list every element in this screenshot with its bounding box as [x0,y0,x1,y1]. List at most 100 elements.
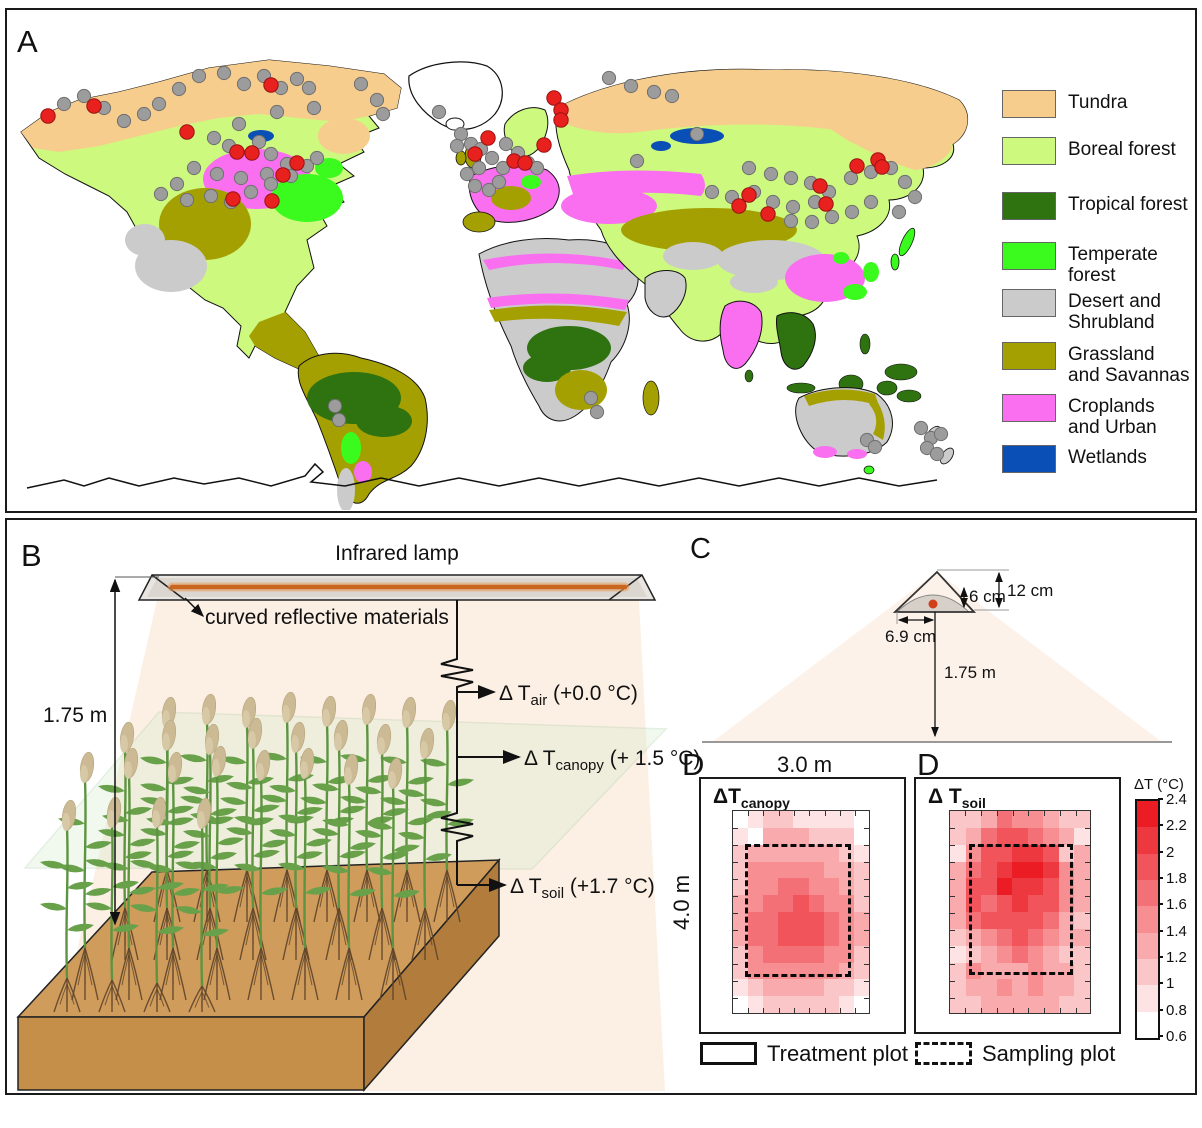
heatmap-cell [748,844,764,862]
axis-tick [950,844,955,846]
axis-tick [733,827,738,829]
heatmap-cell [763,945,779,963]
axis-tick [793,1008,795,1013]
study-site-dot-gray [179,192,195,208]
antarctica-coastline [26,462,938,489]
heatmap-cell [793,979,809,997]
heatmap-cell [763,895,779,912]
indochina [776,312,816,370]
heatmap-cell [965,962,982,980]
colorbar-segment [1137,1011,1158,1038]
heatmap-cell [733,844,749,862]
axis-tick [793,811,795,816]
axis-tick [733,946,738,948]
study-site-dot-gray [269,104,285,120]
study-site-dot-gray [785,199,801,215]
canopy-map-title: ΔTcanopy [713,785,790,812]
legend-label: Croplands and Urban [1068,396,1157,438]
legend-item: Boreal forest [1002,137,1176,165]
study-site-dot-gray [824,209,840,225]
heatmap-cell [1043,844,1059,862]
heatmap-cell [996,895,1013,912]
axis-tick [747,1008,749,1013]
continent-australia [795,387,954,475]
heatmap-cell [748,895,764,912]
heatmap-cell [950,861,966,879]
heatmap-cell [793,811,809,828]
study-site-dot-gray [306,100,322,116]
heatmap-cell [748,878,764,896]
crop-plant [226,717,280,961]
axis-tick [1012,1008,1014,1013]
heatmap-cell [1043,979,1059,997]
colorbar-tick [1158,877,1163,879]
heatmap-cell [1074,861,1090,879]
axis-tick [864,997,869,999]
heatmap-cell [996,945,1013,963]
heatmap-cell [996,912,1013,929]
heatmap-cell [1012,861,1028,879]
colorbar-tick [1158,1008,1163,1011]
heatmap-cell [1012,844,1028,862]
heatmap-cell [1058,996,1075,1013]
study-site-dot-gray [56,96,72,112]
delta-t-soil-label: Δ Tsoil (+1.7 °C) [510,875,655,902]
heatmap-cell [778,861,794,879]
heatmap-cell [838,861,854,879]
study-site-dot-red [517,155,533,171]
heatmap-cell [763,878,779,896]
axis-tick [950,963,955,965]
heatmap-cell [853,996,869,1013]
delta-t-air-label: Δ Tair (+0.0 °C) [499,682,638,709]
panel-bcd: B Infrared lamp [5,518,1197,1095]
study-site-dot-red [225,191,241,207]
axis-tick [1085,929,1090,931]
lamp-element-dot [928,599,938,609]
crop-plant [366,757,420,1001]
treatment-plot-canopy: ΔTcanopy [699,777,906,1034]
dim-6cm: 6 cm [969,587,1006,606]
panel-a-map: A [5,8,1197,513]
study-site-dot-red [264,193,280,209]
heatmap-cell [853,811,869,828]
study-site-dot-gray [481,182,497,198]
heatmap-cell [823,979,839,997]
heatmap-cell [1012,945,1028,963]
axis-tick [864,895,869,897]
heatmap-cell [1058,861,1075,879]
panel-b-label: B [21,538,42,573]
dim-12cm: 12 cm [1007,581,1053,600]
study-site-dot-red [467,146,483,162]
axis-tick [864,878,869,880]
axis-tick [1085,861,1090,863]
heatmap-cell [748,945,764,963]
heatmap-cell [733,979,749,997]
heatmap-cell [763,811,779,828]
axis-tick [733,980,738,982]
study-site-dot-gray [263,146,279,162]
colorbar [1135,799,1160,1040]
study-site-dot-gray [186,160,202,176]
reflector-label: curved reflective materials [205,606,449,629]
colorbar-tick [1158,1035,1163,1037]
axis-tick [864,980,869,982]
heatmap-cell [965,912,982,929]
crop-plant [278,747,332,1001]
heatmap-cell [778,979,794,997]
heatmap-cell [808,979,824,997]
study-site-dot-red [289,155,305,171]
heatmap-cell [1027,962,1044,980]
heatmap-cell [793,912,809,929]
crop-plant [269,721,323,961]
heatmap-cell [748,811,764,828]
heatmap-cell [733,861,749,879]
heatmap-cell [808,928,824,946]
colorbar-tick-label: 1.8 [1166,870,1187,887]
heatmap-cell [793,962,809,980]
colorbar-tick-label: 1.6 [1166,896,1187,914]
heatmap-cell [1012,878,1028,896]
heatmap-cell [823,895,839,912]
study-site-dot-gray [327,398,343,414]
heatmap-cell [965,811,982,828]
heatmap-cell [1012,979,1028,997]
